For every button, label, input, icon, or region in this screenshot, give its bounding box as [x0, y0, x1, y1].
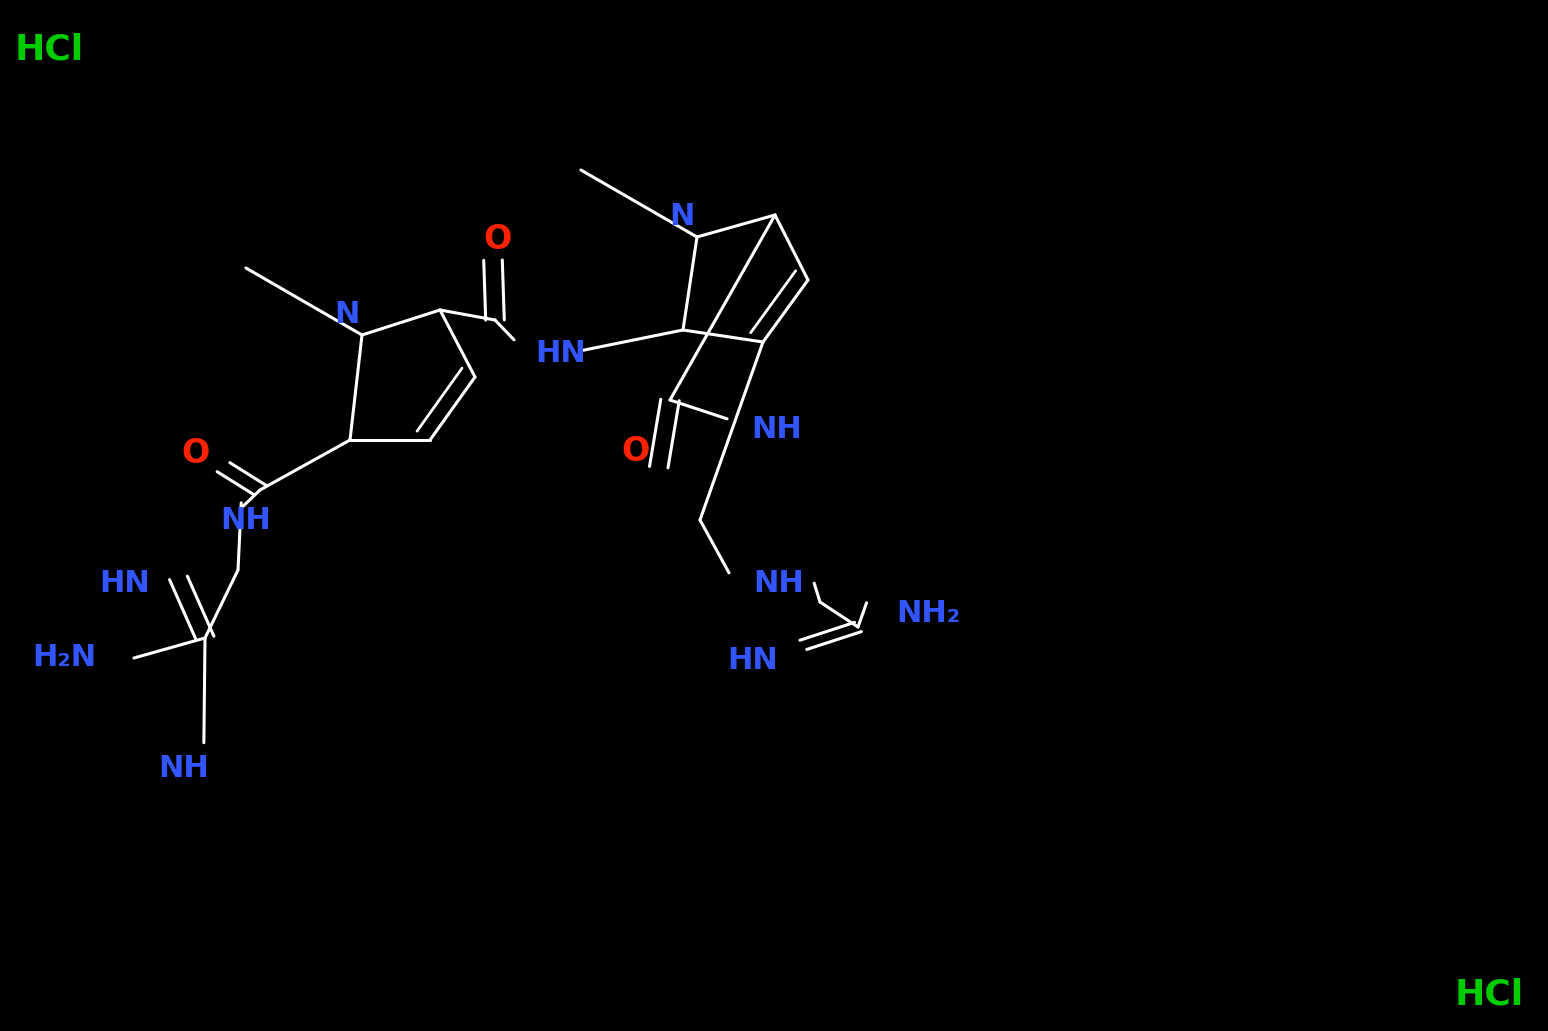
Text: O: O — [181, 437, 209, 470]
Text: HN: HN — [536, 339, 585, 368]
Text: HN: HN — [99, 568, 150, 598]
Text: O: O — [621, 435, 650, 468]
Text: O: O — [483, 223, 512, 256]
Text: NH: NH — [751, 414, 802, 443]
Text: N: N — [669, 202, 694, 231]
Text: NH₂: NH₂ — [896, 599, 961, 628]
Text: NH: NH — [754, 569, 803, 598]
Text: HN: HN — [728, 645, 777, 675]
Text: N: N — [334, 300, 359, 329]
Text: H₂N: H₂N — [33, 643, 96, 672]
Text: HCl: HCl — [15, 33, 84, 66]
Text: NH: NH — [158, 754, 209, 783]
Text: NH: NH — [220, 506, 271, 535]
Text: HCl: HCl — [1455, 978, 1523, 1011]
